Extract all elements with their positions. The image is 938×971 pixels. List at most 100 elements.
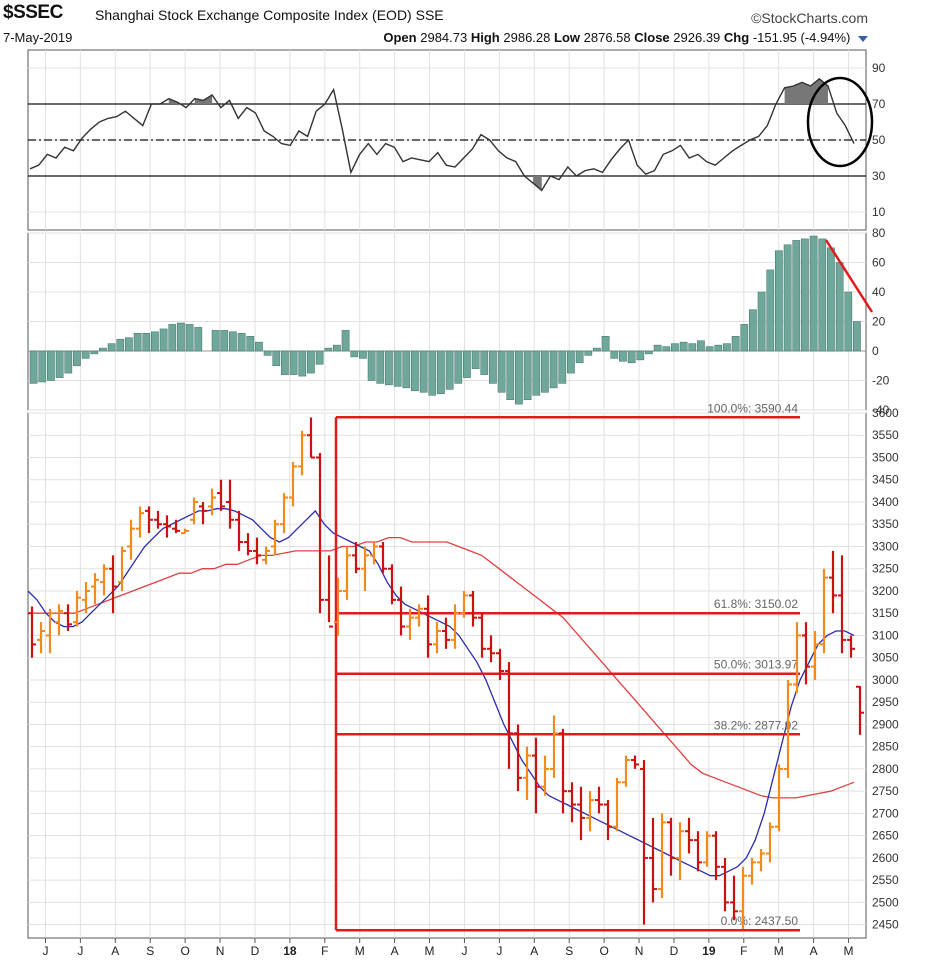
low-label: Low: [554, 30, 580, 45]
x-tick-label: O: [180, 944, 189, 958]
price-tick-label: 2650: [872, 829, 899, 843]
hist-bar: [515, 350, 523, 405]
hist-bar: [255, 341, 263, 352]
ohlc-bar: [658, 813, 666, 898]
ohlc-bar: [289, 461, 297, 507]
x-tick-label: O: [599, 944, 608, 958]
x-tick-label: N: [635, 944, 644, 958]
panel-frame-price: [27, 412, 867, 939]
ohlc-bar: [829, 550, 837, 614]
hist-tick-label: -40: [872, 403, 890, 417]
exchange-code: SSE: [415, 7, 444, 23]
price-tick-label: 3300: [872, 539, 899, 553]
hist-bar: [853, 321, 861, 352]
ohlc-bar: [406, 608, 414, 640]
ohlc-bar: [154, 510, 162, 529]
hist-bar: [402, 350, 411, 389]
brand-name: StockCharts.com: [761, 10, 868, 26]
hist-bar: [809, 235, 818, 352]
ohlc-bar: [496, 648, 504, 680]
hist-bar: [619, 350, 627, 362]
price-tick-label: 3200: [872, 584, 899, 598]
x-tick-label: M: [844, 944, 854, 958]
hist-bar: [775, 250, 783, 352]
x-tick-label: J: [496, 944, 502, 958]
ohlc-bar: [226, 479, 234, 529]
ohlc-bar: [577, 786, 585, 841]
dropdown-arrow-icon[interactable]: [858, 35, 868, 42]
x-tick-label: J: [461, 944, 467, 958]
price-tick-label: 2950: [872, 695, 899, 709]
hist-bar: [471, 350, 480, 369]
hist-bar: [740, 324, 749, 352]
fib-level-label: 100.0%: 3590.44: [707, 401, 798, 415]
hist-bar: [749, 309, 757, 352]
ohlc-bar: [568, 782, 576, 823]
chart-symbol: $SSEC: [3, 2, 63, 23]
hist-bar: [289, 350, 298, 375]
ohlc-bar: [82, 582, 90, 614]
ohlc-bar: [235, 510, 243, 551]
ohlc-bar: [316, 453, 324, 614]
hist-bar: [844, 291, 853, 352]
hist-tick-label: 20: [872, 315, 886, 329]
hist-bar: [133, 333, 142, 352]
ohlc-bar: [622, 755, 630, 787]
ohlc-bar: [64, 604, 72, 632]
price-tick-label: 3000: [872, 673, 899, 687]
hist-bar: [679, 341, 688, 352]
hist-bar: [73, 350, 81, 367]
high-label: High: [470, 30, 500, 45]
ohlc-bar: [415, 604, 423, 627]
hist-bar: [159, 328, 168, 352]
x-tick-label: M: [355, 944, 365, 958]
hist-tick-label: 40: [872, 285, 886, 299]
ohlc-bar: [766, 822, 774, 863]
hist-bar: [99, 347, 107, 352]
price-tick-label: 3400: [872, 495, 899, 509]
x-tick-label: D: [670, 944, 679, 958]
rsi-tick-label: 90: [872, 61, 886, 75]
x-tick-label: D: [251, 944, 260, 958]
price-tick-label: 3350: [872, 517, 899, 531]
hist-bar: [177, 322, 185, 352]
hist-bar: [454, 350, 463, 384]
ohlc-bar: [244, 533, 252, 556]
ohlc-bar: [370, 542, 378, 565]
hist-bar: [168, 324, 177, 352]
ohlc-bar: [505, 662, 513, 769]
ohlc-bar: [631, 755, 639, 769]
rsi-tick-label: 70: [872, 97, 886, 111]
ohlc-bar: [739, 866, 747, 930]
ohlc-bar: [469, 590, 477, 627]
ohlc-bar: [73, 590, 81, 627]
price-tick-label: 3150: [872, 606, 899, 620]
price-tick-label: 3500: [872, 450, 899, 464]
hist-bar: [723, 343, 731, 352]
hist-bar: [90, 350, 99, 355]
ohlc-bar: [397, 586, 405, 636]
price-tick-label: 2600: [872, 851, 899, 865]
index-name: Shanghai Stock Exchange Composite Index …: [95, 7, 412, 23]
hist-bar: [411, 350, 419, 392]
fib-level-label: 61.8%: 3150.02: [714, 597, 798, 611]
copyright-icon: ©: [751, 10, 762, 26]
ohlc-bar: [442, 617, 450, 649]
hist-bar: [185, 324, 194, 352]
x-tick-label: 18: [283, 944, 297, 958]
ohlc-bar: [730, 875, 738, 921]
hist-bar: [783, 244, 792, 352]
ohlc-bar: [613, 777, 621, 832]
price-tick-label: 2750: [872, 784, 899, 798]
hist-bar: [220, 330, 229, 352]
ohlc-bar: [55, 604, 63, 636]
price-tick-label: 2450: [872, 918, 899, 932]
open-label: Open: [383, 30, 417, 45]
x-tick-label: M: [425, 944, 435, 958]
fib-level-label: 0.0%: 2437.50: [721, 914, 799, 928]
price-tick-label: 2900: [872, 717, 899, 731]
ohlc-bar: [559, 728, 567, 814]
hist-bar: [367, 350, 376, 381]
ohlc-bar: [595, 786, 603, 814]
hist-bar: [827, 247, 835, 352]
